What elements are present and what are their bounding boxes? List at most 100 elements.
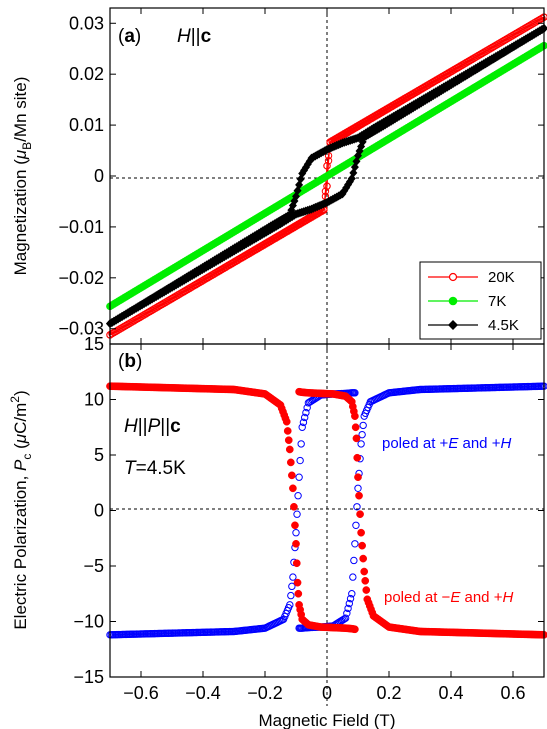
xtick-label-1: −0.4	[185, 683, 221, 703]
data-point-1-0-0-146	[302, 408, 310, 417]
xtick-label-2: −0.2	[247, 683, 283, 703]
data-point-0-0-3-78	[168, 294, 176, 303]
data-point-0-0-2-18	[504, 34, 512, 42]
data-point-0-0-3-82	[160, 299, 168, 307]
data-point-0-0-2-59	[422, 82, 430, 90]
data-point-0-0-2-8	[524, 22, 532, 31]
series-0-0	[106, 13, 547, 339]
data-point-0-0-2-96	[348, 125, 356, 133]
data-point-0-0-2-99	[342, 128, 350, 137]
data-point-0-0-3-103	[118, 324, 126, 332]
data-point-0-0-2-66	[408, 90, 416, 98]
data-point-0-0-3-20	[284, 226, 292, 234]
data-point-0-0-2-43	[454, 63, 462, 71]
legend-entry-4.5k: 4.5K	[428, 317, 519, 334]
data-point-0-0-3-11	[302, 215, 310, 224]
data-point-0-0-2-24	[492, 41, 500, 49]
data-point-0-0-2-65	[410, 89, 418, 97]
data-point-0-0-3-94	[136, 313, 144, 321]
data-point-0-0-2-35	[470, 54, 478, 62]
data-point-0-0-3-17	[290, 223, 298, 231]
data-point-1-1-0-135	[289, 484, 297, 493]
data-point-1-1-1-185	[295, 387, 303, 396]
data-point-0-0-2-46	[448, 67, 456, 75]
data-point-1-0-0-139	[294, 492, 302, 500]
data-point-1-0-0-131	[286, 601, 294, 609]
data-point-0-0-3-60	[204, 273, 212, 281]
data-point-0-0-3-59	[206, 272, 214, 280]
data-point-0-0-3-28	[268, 235, 276, 244]
data-point-0-0-2-48	[444, 69, 452, 77]
data-point-0-0-2-2	[536, 15, 544, 24]
data-point-1-0-1-141	[350, 556, 358, 565]
data-point-1-1-0-140	[293, 578, 302, 587]
ytick-label-1-5: 10	[84, 390, 104, 410]
data-point-0-0-3-108	[108, 329, 116, 338]
data-point-1-0-1-142	[349, 573, 357, 581]
data-point-0-0-2-58	[424, 81, 432, 89]
data-point-1-0-0-137	[292, 529, 300, 537]
data-point-0-0-2-21	[498, 37, 506, 46]
data-point-0-0-3-32	[260, 240, 268, 249]
data-point-0-0-2-102	[336, 132, 344, 140]
data-point-1-1-1-129	[363, 595, 372, 604]
ytick-label-0-3: 0	[94, 166, 104, 186]
data-point-0-0-2-20	[500, 36, 508, 45]
data-point-0-0-3-58	[208, 271, 216, 279]
data-point-0-0-2-15	[510, 30, 518, 39]
data-point-0-0-3-75	[174, 291, 182, 299]
data-point-1-0-1-138	[353, 503, 361, 511]
data-point-0-0-3-53	[218, 265, 226, 273]
data-point-0-0-2-86	[368, 113, 376, 122]
b-annotation-line1: H||P||c	[124, 416, 181, 437]
data-point-0-0-2-98	[344, 127, 352, 136]
data-point-0-0-3-73	[178, 288, 186, 297]
data-point-0-0-3-97	[130, 317, 138, 325]
data-point-0-0-3-40	[244, 250, 252, 258]
data-point-0-0-2-57	[426, 79, 434, 88]
panel-a-magnetization: −0.03 −0.02 −0.01 0 0.01 0.02 0.03 (a) H||c Ma…	[11, 7, 547, 345]
data-point-0-0-2-28	[484, 46, 492, 54]
data-point-0-0-3-67	[190, 281, 198, 290]
data-point-1-0-0-134	[289, 573, 297, 581]
data-point-0-0-3-88	[148, 306, 156, 314]
data-point-0-0-2-49	[442, 70, 450, 78]
data-point-0-0-2-45	[450, 65, 458, 74]
data-point-0-0-3-39	[246, 248, 254, 257]
data-point-0-0-3-80	[164, 297, 172, 305]
data-point-0-0-2-9	[522, 23, 530, 32]
data-point-1-1-0-130	[283, 427, 292, 435]
data-point-0-0-2-40	[460, 60, 468, 68]
data-point-0-0-3-72	[180, 287, 188, 296]
data-point-0-0-2-68	[404, 92, 412, 101]
data-point-1-1-1-133	[359, 554, 368, 563]
data-point-0-0-3-96	[132, 315, 140, 324]
data-point-0-0-3-89	[146, 307, 154, 316]
data-point-0-0-3-99	[126, 319, 134, 327]
data-point-1-1-0-129	[282, 417, 291, 426]
data-point-1-1-1-135	[357, 528, 365, 537]
data-point-1-1-0-141	[294, 589, 303, 598]
data-point-0-0-3-34	[256, 242, 264, 251]
b-ticks-group: −15 −10 −5 0 5 10 15 −0.6 −0.4 −0.2 0 0.2 0.4 0.6	[73, 334, 544, 703]
data-point-1-1-1-137	[355, 491, 363, 500]
data-point-0-0-2-100	[340, 130, 348, 138]
data-point-1-1-1-134	[358, 541, 366, 550]
a-series-group	[106, 13, 547, 339]
data-point-0-0-3-25	[274, 232, 282, 240]
data-point-0-0-2-91	[358, 119, 366, 127]
data-point-0-0-3-19	[286, 225, 294, 233]
data-point-1-1-0-133	[286, 458, 295, 467]
data-point-1-0-0-143	[298, 423, 306, 431]
data-point-0-0-2-87	[366, 114, 374, 123]
data-point-0-0-2-52	[436, 74, 444, 82]
data-point-0-0-2-61	[418, 84, 426, 92]
data-point-0-0-3-21	[282, 227, 290, 236]
ytick-label-1-1: −10	[73, 612, 104, 632]
data-point-1-1-0-134	[288, 471, 296, 480]
data-point-0-0-2-3	[534, 16, 542, 25]
data-point-0-0-2-26	[488, 43, 496, 52]
data-point-0-0-2-69	[402, 93, 410, 102]
data-point-0-0-2-34	[472, 53, 480, 61]
data-point-0-0-2-94	[352, 123, 360, 131]
